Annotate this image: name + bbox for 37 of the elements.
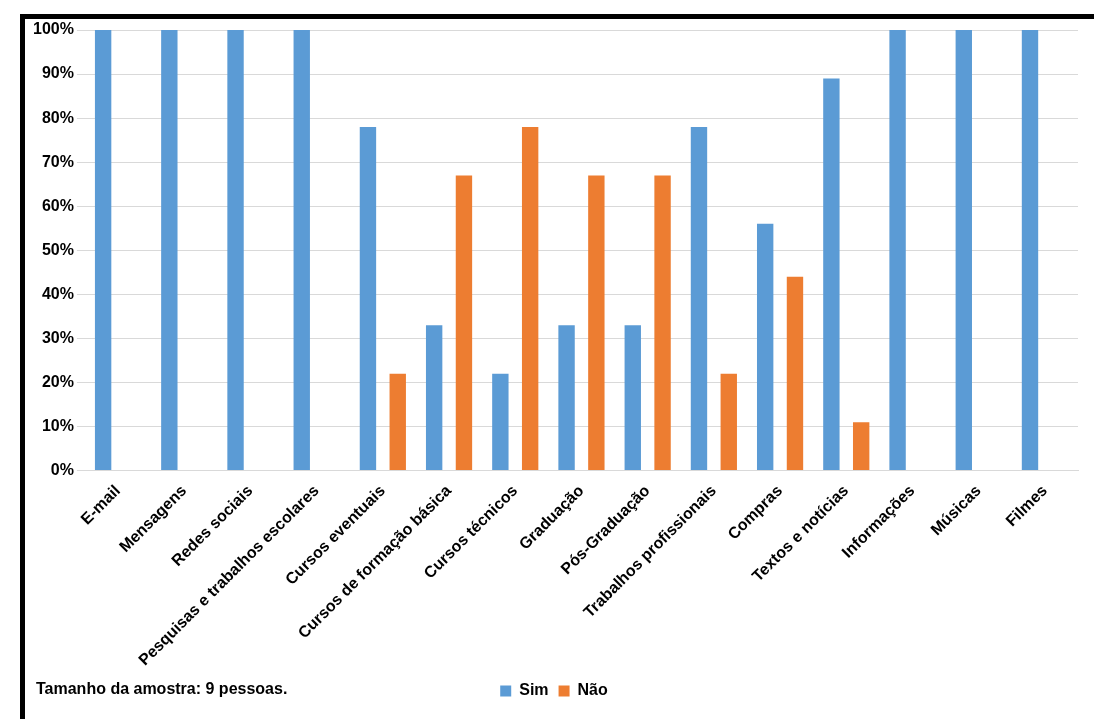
text: Tamanho da amostra: 9 pessoas.: [36, 680, 288, 698]
bar: [654, 175, 671, 471]
bar: [690, 126, 708, 471]
y-tick-label: 100%: [33, 20, 74, 38]
bar: [492, 373, 509, 471]
bar: [852, 422, 870, 471]
legend-label: Não: [577, 681, 609, 699]
y-tick-label: 20%: [41, 372, 74, 390]
y-tick-label: 60%: [41, 196, 74, 214]
bar: [521, 126, 539, 471]
bar: [756, 223, 774, 471]
bar: [786, 276, 804, 471]
bar: [94, 30, 112, 471]
bar: [1021, 30, 1039, 471]
bar: [425, 325, 443, 471]
y-tick-label: 70%: [41, 152, 74, 170]
bar: [558, 325, 575, 471]
y-tick-label: 50%: [41, 240, 74, 258]
y-tick-label: 10%: [41, 416, 74, 434]
bar: [720, 373, 737, 471]
bar: [293, 30, 310, 471]
bar: [588, 175, 605, 471]
bar: [624, 325, 641, 471]
bar: [455, 175, 473, 471]
bar: [823, 78, 840, 471]
bar: [389, 373, 406, 471]
bar: [359, 126, 377, 471]
bar: [161, 30, 178, 471]
y-tick-label: 90%: [41, 64, 74, 82]
bar: [889, 30, 906, 471]
legend-label: Sim: [519, 681, 549, 699]
y-tick-label: 0%: [50, 461, 74, 478]
y-tick-label: 40%: [41, 284, 74, 302]
y-tick-label: 30%: [41, 328, 74, 346]
bar: [227, 30, 244, 471]
y-tick-label: 80%: [41, 108, 74, 126]
bar: [955, 30, 972, 471]
